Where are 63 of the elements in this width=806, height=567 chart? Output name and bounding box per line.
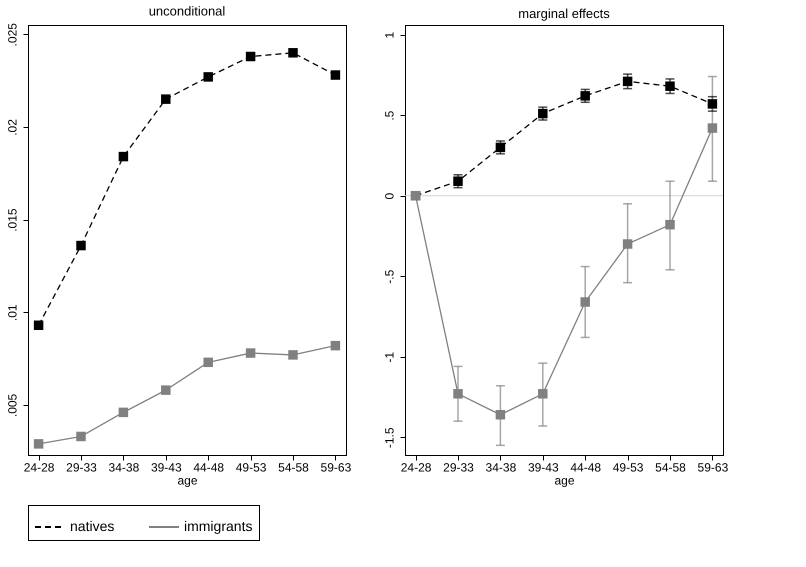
y-tick-label: .02 (6, 118, 20, 136)
legend-label: immigrants (184, 518, 252, 534)
point (665, 220, 675, 230)
point (203, 358, 213, 368)
point (580, 297, 590, 307)
point (161, 94, 171, 104)
x-tick-label: 24-28 (400, 460, 432, 474)
point (246, 52, 256, 62)
point (453, 176, 463, 186)
x-axis-title: age (554, 474, 575, 488)
point (496, 142, 506, 152)
point (453, 389, 463, 399)
x-tick-label: 29-33 (443, 460, 474, 474)
point (330, 340, 340, 350)
y-tick-label: 1 (382, 32, 396, 39)
point (708, 123, 718, 133)
point (288, 350, 298, 360)
x-tick-label: 24-28 (24, 460, 55, 474)
x-tick-label: 34-38 (486, 460, 517, 474)
x-tick-label: 54-58 (278, 460, 310, 474)
x-tick-label: 44-48 (193, 460, 224, 474)
y-tick-label: .015 (6, 208, 20, 232)
x-tick-label: 29-33 (66, 460, 98, 474)
point (330, 70, 340, 80)
point (288, 48, 298, 58)
chart-title: unconditional (148, 4, 226, 19)
y-tick-label: .005 (6, 393, 20, 418)
x-tick-label: 49-53 (612, 460, 644, 474)
y-tick-label: .5 (382, 110, 396, 121)
point (622, 239, 632, 249)
point (246, 348, 256, 358)
y-tick-label: 0 (382, 192, 396, 200)
point (76, 432, 86, 442)
point (580, 91, 590, 101)
point (34, 439, 44, 449)
x-tick-label: 59-63 (320, 460, 352, 474)
point (496, 410, 506, 420)
x-axis-title: age (177, 474, 198, 488)
x-tick-label: 54-58 (655, 460, 686, 474)
y-tick-label: .01 (6, 304, 20, 322)
point (538, 108, 548, 118)
x-tick-label: 44-48 (570, 460, 602, 474)
chart-title: marginal effects (518, 6, 610, 21)
x-tick-label: 49-53 (236, 460, 267, 474)
x-tick-label: 34-38 (108, 460, 140, 474)
y-tick-label: -.5 (382, 269, 396, 284)
y-tick-label: .025 (6, 22, 20, 46)
point (161, 385, 171, 395)
point (708, 99, 718, 109)
x-tick-label: 59-63 (698, 460, 729, 474)
point (118, 408, 128, 418)
y-tick-label: -1.5 (382, 427, 396, 448)
point (622, 76, 632, 86)
point (34, 320, 44, 330)
point (203, 72, 213, 82)
legend-label: natives (70, 518, 114, 534)
point (76, 240, 86, 250)
x-tick-label: 39-43 (528, 460, 559, 474)
y-tick-label: -1 (382, 352, 396, 363)
point (538, 389, 548, 399)
point (665, 81, 675, 91)
x-tick-label: 39-43 (150, 460, 182, 474)
point (118, 152, 128, 162)
